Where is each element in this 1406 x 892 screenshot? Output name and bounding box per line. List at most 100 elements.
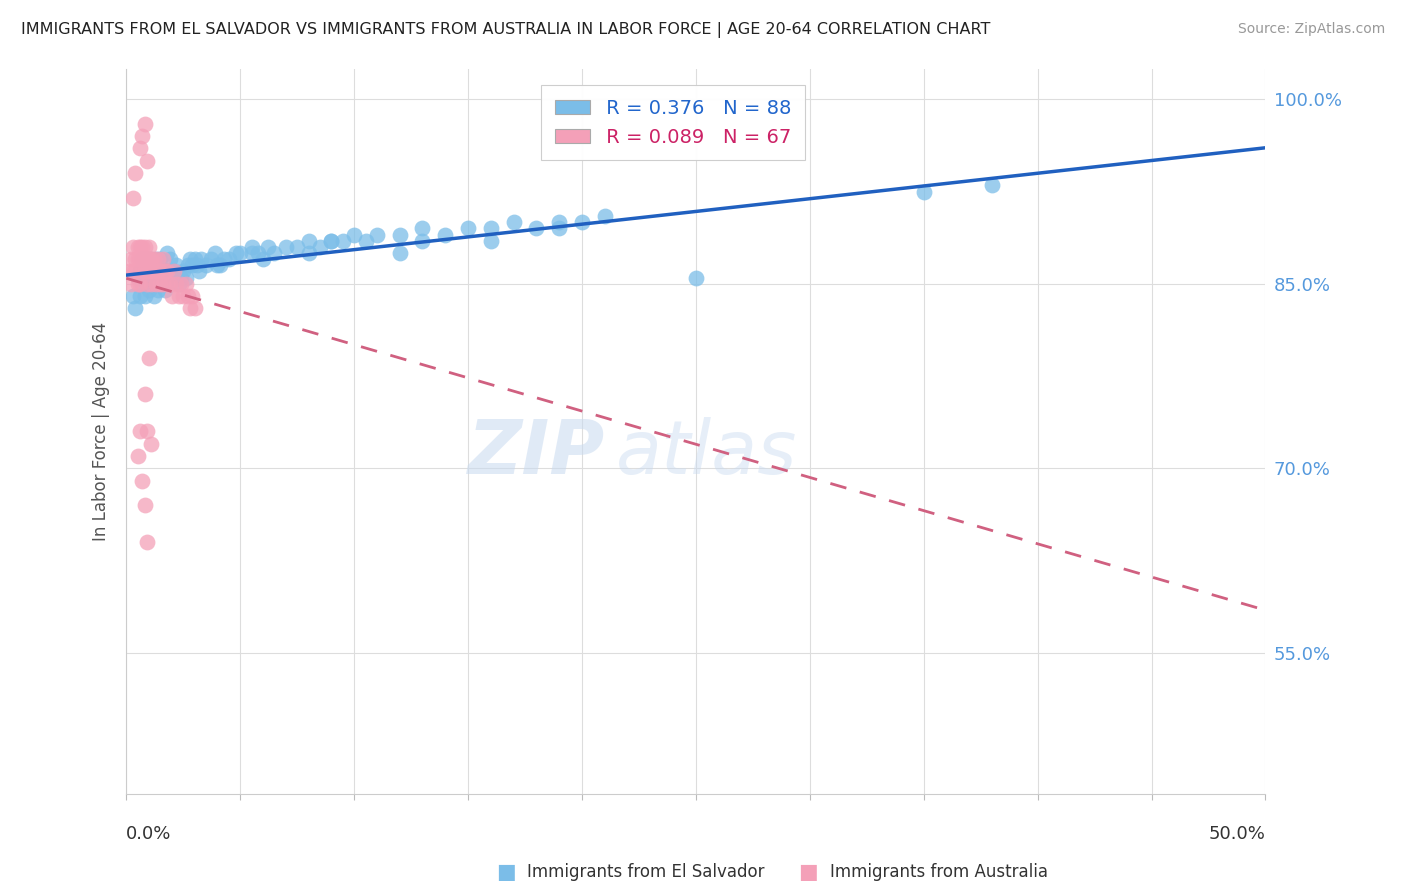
- Point: [142, 252, 165, 267]
- Point: [153, 270, 176, 285]
- Point: [159, 270, 181, 285]
- Point: [131, 264, 153, 278]
- Point: [165, 277, 187, 291]
- Point: [152, 264, 174, 278]
- Text: IMMIGRANTS FROM EL SALVADOR VS IMMIGRANTS FROM AUSTRALIA IN LABOR FORCE | AGE 20: IMMIGRANTS FROM EL SALVADOR VS IMMIGRANT…: [21, 22, 990, 38]
- Point: [141, 277, 163, 291]
- Point: [332, 234, 354, 248]
- Point: [127, 277, 149, 291]
- Point: [912, 185, 935, 199]
- Text: atlas: atlas: [616, 417, 797, 489]
- Point: [138, 264, 160, 278]
- Point: [170, 277, 193, 291]
- Point: [183, 301, 205, 316]
- Point: [141, 436, 163, 450]
- Point: [134, 498, 156, 512]
- Point: [120, 277, 142, 291]
- Point: [354, 234, 377, 248]
- Point: [138, 283, 160, 297]
- Point: [156, 246, 179, 260]
- Point: [124, 264, 146, 278]
- Point: [135, 270, 157, 285]
- Point: [153, 283, 176, 297]
- Point: [122, 289, 145, 303]
- Text: ZIP: ZIP: [468, 417, 605, 490]
- Point: [479, 221, 502, 235]
- Point: [148, 264, 170, 278]
- Point: [134, 264, 156, 278]
- Point: [571, 215, 593, 229]
- Point: [183, 252, 205, 267]
- Point: [285, 240, 308, 254]
- Point: [343, 227, 366, 242]
- Point: [165, 258, 187, 272]
- Point: [274, 240, 297, 254]
- Point: [163, 264, 186, 278]
- Point: [122, 191, 145, 205]
- Point: [142, 289, 165, 303]
- Point: [135, 264, 157, 278]
- Point: [124, 166, 146, 180]
- Point: [134, 117, 156, 131]
- Point: [122, 240, 145, 254]
- Point: [134, 240, 156, 254]
- Point: [204, 246, 226, 260]
- Point: [593, 209, 616, 223]
- Point: [188, 264, 211, 278]
- Point: [145, 264, 167, 278]
- Point: [135, 153, 157, 168]
- Point: [309, 240, 332, 254]
- Text: ■: ■: [799, 863, 818, 882]
- Point: [141, 277, 163, 291]
- Point: [152, 277, 174, 291]
- Point: [163, 264, 186, 278]
- Point: [129, 425, 152, 439]
- Point: [685, 270, 707, 285]
- Point: [981, 178, 1004, 193]
- Point: [240, 246, 263, 260]
- Point: [252, 252, 274, 267]
- Point: [142, 270, 165, 285]
- Point: [388, 227, 411, 242]
- Point: [186, 258, 208, 272]
- Point: [131, 129, 153, 144]
- Point: [141, 252, 163, 267]
- Point: [225, 246, 247, 260]
- Point: [142, 264, 165, 278]
- Point: [411, 221, 433, 235]
- Point: [138, 240, 160, 254]
- Point: [214, 252, 236, 267]
- Point: [240, 240, 263, 254]
- Point: [145, 252, 167, 267]
- Point: [129, 252, 152, 267]
- Point: [388, 246, 411, 260]
- Point: [135, 425, 157, 439]
- Point: [152, 277, 174, 291]
- Point: [195, 258, 218, 272]
- Point: [181, 258, 204, 272]
- Point: [297, 246, 319, 260]
- Point: [411, 234, 433, 248]
- Point: [172, 289, 194, 303]
- Point: [138, 258, 160, 272]
- Point: [247, 246, 270, 260]
- Point: [156, 264, 179, 278]
- Point: [167, 289, 190, 303]
- Point: [190, 252, 212, 267]
- Point: [134, 289, 156, 303]
- Point: [148, 264, 170, 278]
- Point: [153, 264, 176, 278]
- Point: [127, 449, 149, 463]
- Point: [174, 277, 197, 291]
- Point: [134, 387, 156, 401]
- Point: [122, 264, 145, 278]
- Point: [138, 351, 160, 365]
- Text: Immigrants from El Salvador: Immigrants from El Salvador: [527, 863, 765, 881]
- Point: [135, 252, 157, 267]
- Point: [148, 283, 170, 297]
- Point: [138, 252, 160, 267]
- Point: [117, 264, 139, 278]
- Point: [167, 277, 190, 291]
- Point: [366, 227, 388, 242]
- Point: [124, 252, 146, 267]
